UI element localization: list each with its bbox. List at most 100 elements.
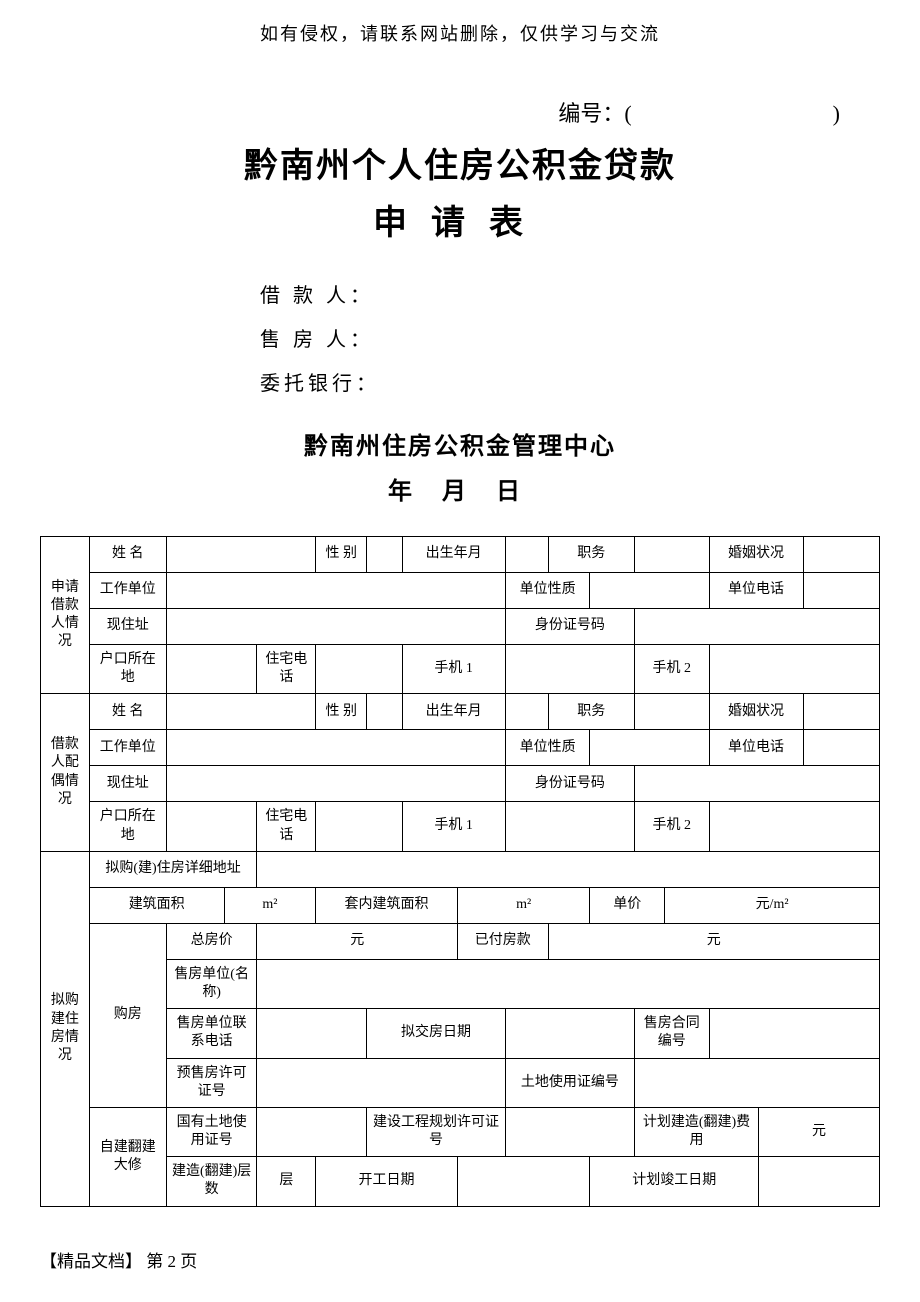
label-spouse-address: 现住址 (89, 766, 166, 802)
header-fields: 借 款 人： 售 房 人： 委托银行： (260, 274, 880, 406)
value-spouse-unit-type (590, 730, 709, 766)
value-spouse-duty (634, 694, 709, 730)
value-name (166, 537, 315, 573)
page-title-line2: 申请表 (40, 195, 880, 244)
value-spouse-mobile1 (505, 802, 634, 851)
header-notice: 如有侵权，请联系网站删除，仅供学习与交流 (40, 20, 880, 46)
label-spouse-unit-type: 单位性质 (505, 730, 590, 766)
section-house: 拟购建住房情况 (41, 851, 90, 1206)
application-table: 申请借款人情况 姓 名 性 别 出生年月 职务 婚姻状况 工作单位 单位性质 单… (40, 536, 880, 1207)
value-land-use-no (257, 1107, 367, 1156)
label-spouse-hukou: 户口所在地 (89, 802, 166, 851)
borrower-label: 借 款 人： (260, 274, 880, 318)
label-gender: 性 别 (316, 537, 367, 573)
value-workunit (166, 573, 505, 609)
label-deliver-date: 拟交房日期 (367, 1009, 505, 1058)
value-mobile1 (505, 645, 634, 694)
page-title-line1: 黔南州个人住房公积金贷款 (40, 138, 880, 187)
value-spouse-gender (367, 694, 402, 730)
value-finish-date (759, 1157, 880, 1206)
value-spouse-name (166, 694, 315, 730)
label-land-use-no: 国有土地使用证号 (166, 1107, 257, 1156)
value-seller-unit (257, 959, 880, 1008)
label-homephone: 住宅电话 (257, 645, 316, 694)
label-workunit: 工作单位 (89, 573, 166, 609)
value-paid: 元 (548, 923, 879, 959)
value-address (166, 609, 505, 645)
label-duty: 职务 (548, 537, 634, 573)
label-spouse-duty: 职务 (548, 694, 634, 730)
section-spouse: 借款人配偶情况 (41, 694, 90, 851)
value-spouse-idnumber (634, 766, 879, 802)
seller-label: 售 房 人： (260, 318, 880, 362)
date-line: 年 月 日 (40, 471, 880, 506)
label-mobile1: 手机 1 (402, 645, 505, 694)
value-plan-cost: 元 (759, 1107, 880, 1156)
value-contract-no (709, 1009, 879, 1058)
number-label: 编号：( (558, 101, 631, 126)
label-unit-type: 单位性质 (505, 573, 590, 609)
label-presale-no: 预售房许可证号 (166, 1058, 257, 1107)
label-plan-cost: 计划建造(翻建)费用 (634, 1107, 758, 1156)
label-spouse-homephone: 住宅电话 (257, 802, 316, 851)
value-house-addr (257, 851, 880, 887)
value-homephone (316, 645, 402, 694)
label-birth: 出生年月 (402, 537, 505, 573)
doc-number: 编号：( ) (40, 96, 880, 128)
value-spouse-birth (505, 694, 548, 730)
label-house-addr: 拟购(建)住房详细地址 (89, 851, 257, 887)
footer-prefix: 【精品文档】 (40, 1252, 142, 1271)
value-presale-no (257, 1058, 505, 1107)
label-land-no: 土地使用证编号 (505, 1058, 634, 1107)
number-close: ) (833, 101, 840, 126)
label-spouse-mobile1: 手机 1 (402, 802, 505, 851)
label-address: 现住址 (89, 609, 166, 645)
value-duty (634, 537, 709, 573)
value-seller-phone (257, 1009, 367, 1058)
value-land-no (634, 1058, 879, 1107)
label-plan-permit: 建设工程规划许可证号 (367, 1107, 505, 1156)
label-name: 姓 名 (89, 537, 166, 573)
label-spouse-idnumber: 身份证号码 (505, 766, 634, 802)
label-buy: 购房 (89, 923, 166, 1107)
label-unit-price: 单价 (590, 887, 665, 923)
label-finish-date: 计划竣工日期 (590, 1157, 759, 1206)
label-hukou: 户口所在地 (89, 645, 166, 694)
label-seller-unit: 售房单位(名称) (166, 959, 257, 1008)
label-contract-no: 售房合同编号 (634, 1009, 709, 1058)
label-spouse-unit-phone: 单位电话 (709, 730, 803, 766)
label-mobile2: 手机 2 (634, 645, 709, 694)
label-marital: 婚姻状况 (709, 537, 803, 573)
footer: 【精品文档】 第 2 页 (40, 1247, 880, 1272)
value-mobile2 (709, 645, 879, 694)
label-spouse-gender: 性 别 (316, 694, 367, 730)
value-spouse-unit-phone (803, 730, 879, 766)
label-seller-phone: 售房单位联系电话 (166, 1009, 257, 1058)
label-spouse-name: 姓 名 (89, 694, 166, 730)
value-spouse-homephone (316, 802, 402, 851)
label-unit-phone: 单位电话 (709, 573, 803, 609)
value-plan-permit (505, 1107, 634, 1156)
footer-page: 第 2 页 (146, 1252, 197, 1271)
label-floors: 建造(翻建)层数 (166, 1157, 257, 1206)
value-unit-phone (803, 573, 879, 609)
value-spouse-workunit (166, 730, 505, 766)
value-deliver-date (505, 1009, 634, 1058)
label-spouse-marital: 婚姻状况 (709, 694, 803, 730)
label-total-price: 总房价 (166, 923, 257, 959)
label-start-date: 开工日期 (316, 1157, 458, 1206)
label-build-area: 建筑面积 (89, 887, 224, 923)
value-gender (367, 537, 402, 573)
value-marital (803, 537, 879, 573)
label-spouse-mobile2: 手机 2 (634, 802, 709, 851)
value-idnumber (634, 609, 879, 645)
value-spouse-hukou (166, 802, 257, 851)
value-spouse-marital (803, 694, 879, 730)
value-floors: 层 (257, 1157, 316, 1206)
value-birth (505, 537, 548, 573)
value-unit-type (590, 573, 709, 609)
label-idnumber: 身份证号码 (505, 609, 634, 645)
value-build-area: m² (224, 887, 315, 923)
value-unit-price: 元/m² (665, 887, 880, 923)
label-inner-area: 套内建筑面积 (316, 887, 458, 923)
